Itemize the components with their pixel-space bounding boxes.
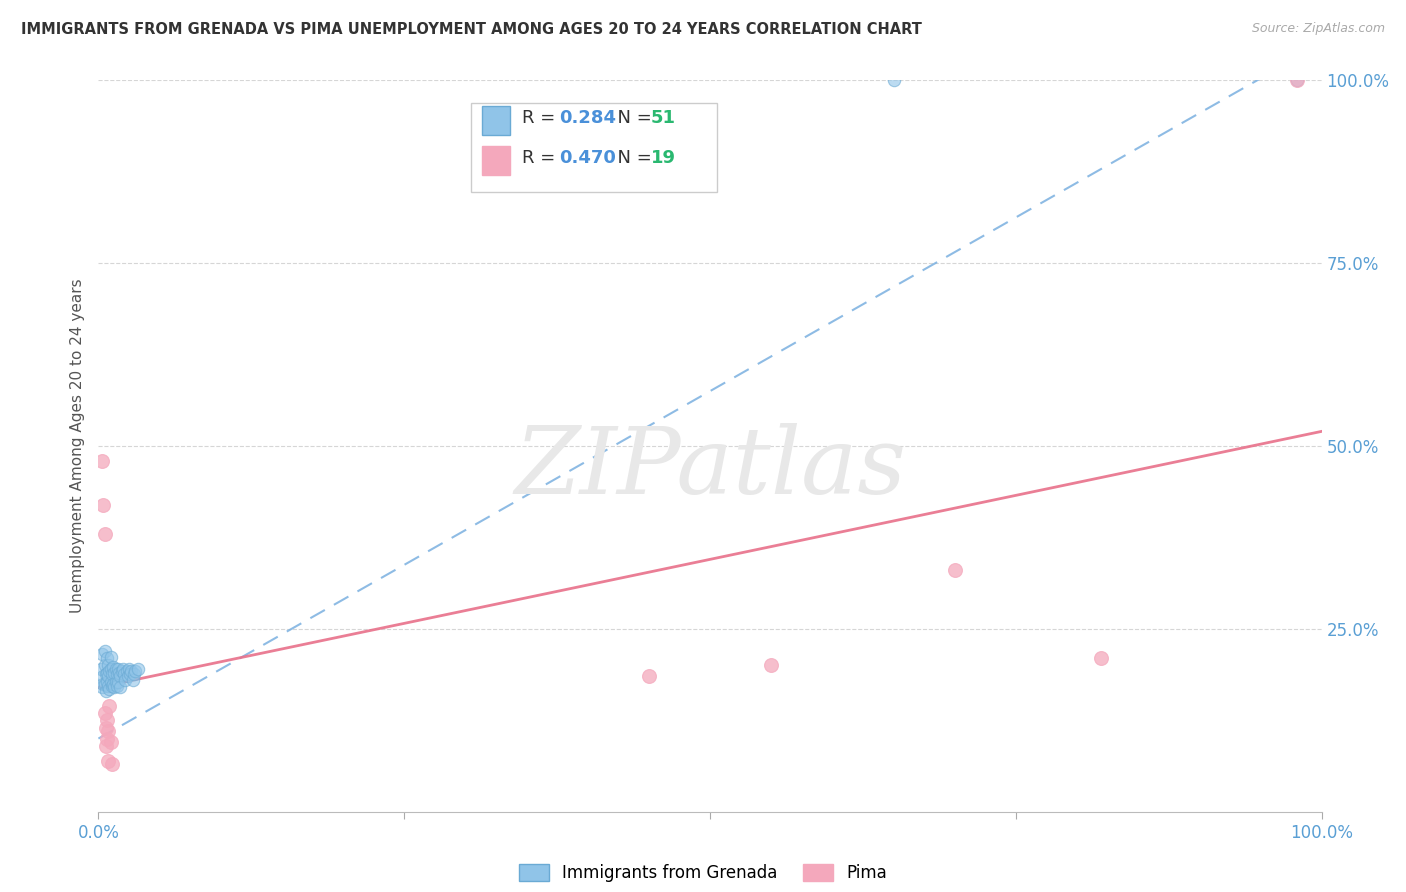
Point	[94, 739, 117, 753]
Point	[110, 669, 132, 683]
Legend: Immigrants from Grenada, Pima: Immigrants from Grenada, Pima	[519, 863, 887, 882]
Point	[105, 679, 128, 693]
Point	[91, 498, 114, 512]
Point	[93, 676, 115, 690]
Text: R =: R =	[522, 109, 561, 127]
Point	[111, 662, 134, 676]
Point	[107, 662, 129, 676]
Point	[91, 669, 114, 683]
Point	[127, 662, 149, 676]
Point	[93, 526, 115, 541]
Point	[97, 724, 120, 739]
Text: N =: N =	[606, 109, 658, 127]
Text: IMMIGRANTS FROM GRENADA VS PIMA UNEMPLOYMENT AMONG AGES 20 TO 24 YEARS CORRELATI: IMMIGRANTS FROM GRENADA VS PIMA UNEMPLOY…	[21, 22, 922, 37]
Point	[101, 679, 124, 693]
Point	[97, 679, 120, 693]
Point	[120, 665, 142, 679]
Point	[98, 665, 121, 679]
Point	[120, 667, 142, 681]
Point	[100, 735, 122, 749]
Point	[96, 714, 118, 728]
Point	[93, 706, 115, 720]
Text: R =: R =	[522, 149, 561, 167]
Text: 51: 51	[651, 109, 676, 127]
Point	[91, 676, 114, 690]
Point	[1286, 73, 1309, 87]
Point	[117, 669, 139, 683]
Text: N =: N =	[606, 149, 658, 167]
Point	[122, 667, 145, 681]
Point	[96, 665, 118, 680]
Point	[94, 667, 117, 681]
Point	[761, 658, 783, 673]
Point	[101, 667, 124, 681]
Point	[98, 698, 121, 713]
Point	[91, 453, 114, 467]
Point	[105, 667, 128, 681]
Point	[91, 681, 114, 695]
Point	[93, 644, 115, 658]
Text: ZIPatlas: ZIPatlas	[515, 423, 905, 513]
Point	[94, 684, 117, 698]
Y-axis label: Unemployment Among Ages 20 to 24 years: Unemployment Among Ages 20 to 24 years	[69, 278, 84, 614]
Point	[101, 660, 124, 674]
Point	[101, 676, 124, 690]
Point	[103, 665, 125, 680]
Point	[103, 681, 125, 695]
Point	[883, 73, 905, 87]
Point	[104, 662, 127, 676]
Point	[111, 665, 134, 679]
Point	[100, 649, 122, 664]
Point	[121, 673, 143, 687]
Point	[97, 669, 120, 683]
Point	[90, 662, 112, 676]
Point	[96, 651, 118, 665]
Text: 0.284: 0.284	[560, 109, 617, 127]
Point	[115, 665, 138, 679]
Point	[97, 754, 120, 768]
Point	[108, 665, 131, 680]
Point	[93, 658, 115, 673]
Text: Source: ZipAtlas.com: Source: ZipAtlas.com	[1251, 22, 1385, 36]
Point	[110, 681, 132, 695]
Point	[1286, 73, 1309, 87]
Point	[98, 681, 121, 696]
Point	[101, 757, 124, 772]
Point	[124, 665, 146, 679]
Point	[112, 667, 135, 681]
Text: 0.470: 0.470	[560, 149, 616, 167]
Point	[96, 731, 118, 746]
Point	[118, 662, 141, 676]
Point	[637, 669, 661, 683]
Point	[100, 674, 122, 689]
Point	[114, 673, 136, 687]
Point	[107, 674, 129, 689]
Point	[91, 648, 114, 662]
Point	[94, 721, 117, 735]
Point	[96, 674, 118, 689]
Point	[100, 662, 122, 676]
Text: 19: 19	[651, 149, 676, 167]
Point	[97, 658, 120, 673]
Point	[1090, 651, 1112, 665]
Point	[104, 674, 127, 689]
Point	[943, 563, 966, 577]
